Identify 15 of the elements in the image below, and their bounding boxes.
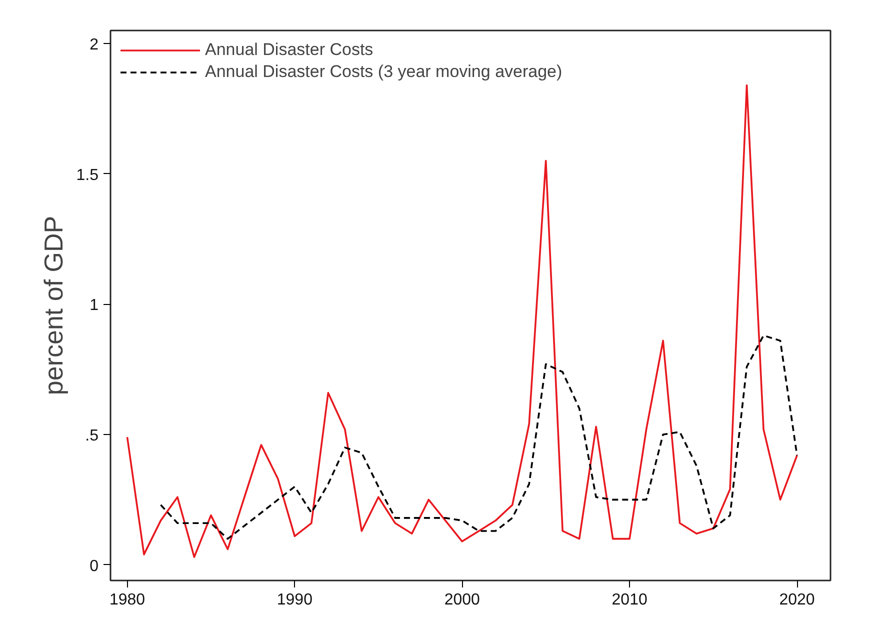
x-tick-label: 1980 (109, 592, 146, 608)
line-series (126, 84, 798, 558)
x-tick-label: 1990 (276, 592, 313, 608)
legend-label: Annual Disaster Costs (3 year moving average) (205, 62, 562, 82)
y-tick-label: 2 (90, 36, 99, 54)
y-tick-label: 1.5 (76, 166, 99, 184)
legend-label: Annual Disaster Costs (205, 40, 374, 60)
y-tick-label: 0 (90, 558, 99, 575)
x-tick-label: 2010 (612, 592, 648, 608)
y-tick-label: .5 (85, 428, 99, 445)
x-tick-label: 2000 (444, 592, 480, 608)
x-tick-label: 2020 (779, 592, 815, 608)
y-tick-label: 1 (90, 297, 99, 314)
line-series (160, 334, 798, 540)
y-axis-title: percent of GDP (38, 216, 68, 396)
